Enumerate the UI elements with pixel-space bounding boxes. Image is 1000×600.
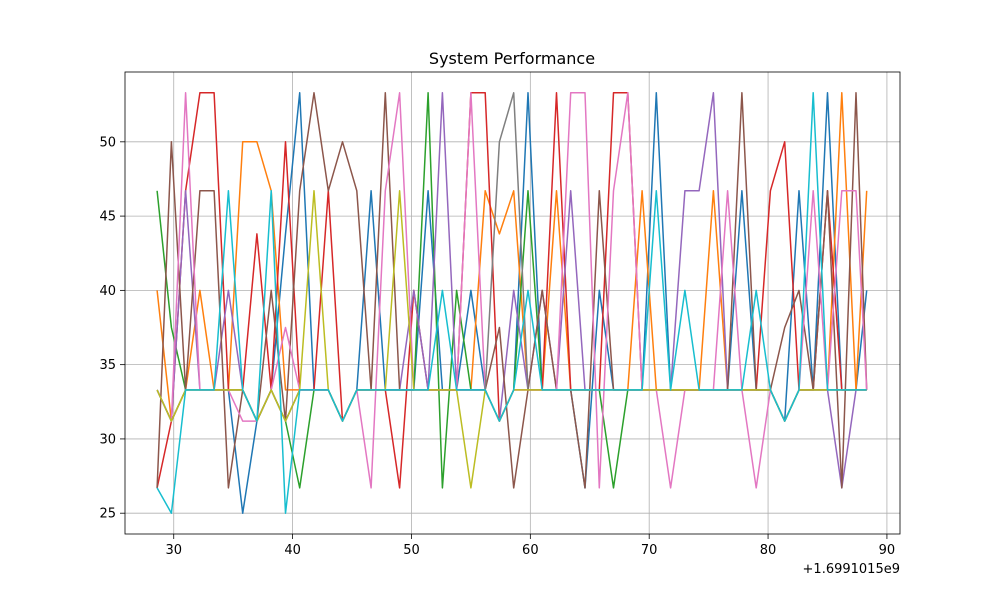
grid <box>125 72 900 534</box>
x-tick-label: 80 <box>760 543 777 558</box>
y-tick-label: 35 <box>99 358 116 373</box>
series-line-10 <box>156 92 867 514</box>
x-tick-label: 50 <box>403 543 420 558</box>
axes: 30 40 50 60 70 80 90 25 30 35 40 45 50 <box>99 71 901 558</box>
x-tick-label: 40 <box>284 543 301 558</box>
x-tick-label: 90 <box>879 543 896 558</box>
y-tick-label: 30 <box>99 432 116 447</box>
y-tick-label: 25 <box>99 507 116 522</box>
y-tick-label: 45 <box>99 210 116 225</box>
y-tick-label: 40 <box>99 284 116 299</box>
series-group <box>156 92 868 514</box>
series-line-6 <box>156 92 868 489</box>
plot-frame <box>124 71 901 535</box>
chart-title: System Performance <box>429 49 595 68</box>
x-tick-label: 60 <box>522 543 539 558</box>
y-tick-label: 50 <box>99 135 116 150</box>
x-tick-label: 70 <box>641 543 658 558</box>
x-tick-label: 30 <box>165 543 182 558</box>
x-offset-text: +1.6991015e9 <box>803 562 900 577</box>
